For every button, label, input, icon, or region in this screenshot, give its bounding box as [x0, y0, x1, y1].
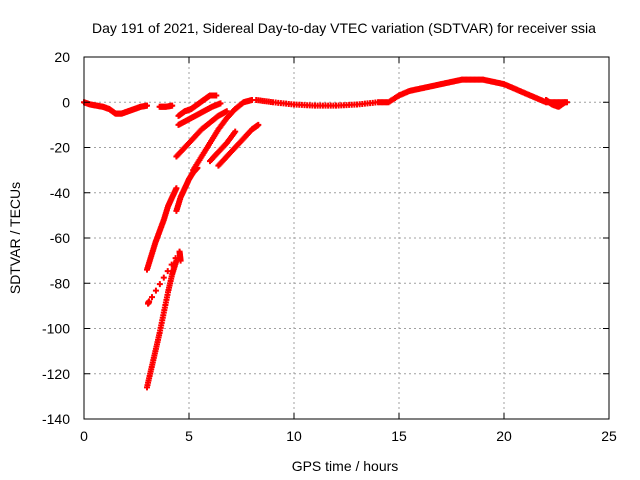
data-point [217, 100, 224, 107]
data-point [169, 102, 176, 109]
data-point [194, 164, 201, 171]
y-tick-label: -60 [50, 230, 70, 246]
y-tick-label: -40 [50, 185, 70, 201]
data-point [152, 287, 159, 294]
data-point [156, 281, 163, 288]
x-tick-label: 20 [496, 428, 512, 444]
series-tail [543, 96, 568, 110]
series-baseline-early [81, 99, 150, 117]
x-tick-label: 15 [391, 428, 407, 444]
data-point [144, 102, 150, 109]
series-steep-1 [144, 185, 180, 273]
data-point [168, 261, 175, 268]
chart-title: Day 191 of 2021, Sidereal Day-to-day VTE… [92, 20, 596, 36]
data-point [160, 274, 167, 281]
data-points [81, 76, 570, 391]
series-outliers [145, 248, 184, 307]
data-point [223, 108, 230, 115]
y-tick-label: -20 [50, 140, 70, 156]
data-point [148, 294, 155, 301]
y-tick-label: 0 [62, 94, 70, 110]
y-tick-label: -140 [42, 411, 70, 427]
series-arc-b [175, 100, 224, 128]
y-tick-label: -80 [50, 275, 70, 291]
x-axis-ticks: 0 5 10 15 20 25 [80, 57, 617, 444]
x-tick-label: 25 [601, 428, 617, 444]
data-point [561, 99, 568, 106]
y-tick-label: -120 [42, 366, 70, 382]
y-axis-label: SDTVAR / TECUs [7, 182, 23, 294]
series-steep-3 [144, 257, 180, 391]
data-point [173, 185, 180, 192]
series-arc-c [173, 108, 230, 160]
data-point [177, 257, 184, 264]
x-tick-label: 5 [185, 428, 193, 444]
data-point [255, 121, 262, 128]
series-arc-a [175, 92, 220, 119]
data-point [145, 300, 152, 307]
y-tick-label: -100 [42, 321, 70, 337]
x-tick-label: 0 [80, 428, 88, 444]
grid-lines [84, 57, 609, 419]
series-arc-f [215, 121, 262, 169]
x-axis-label: GPS time / hours [292, 458, 399, 474]
y-tick-label: 20 [54, 49, 70, 65]
series-baseline-gap [156, 102, 176, 110]
data-point [213, 92, 220, 99]
data-point [164, 268, 171, 275]
x-tick-label: 10 [286, 428, 302, 444]
data-point [232, 128, 239, 135]
series-steep-2 [173, 164, 201, 214]
y-axis-ticks: 20 0 -20 -40 -60 -80 -100 -120 -140 [42, 49, 609, 427]
series-arc-e [207, 128, 239, 165]
